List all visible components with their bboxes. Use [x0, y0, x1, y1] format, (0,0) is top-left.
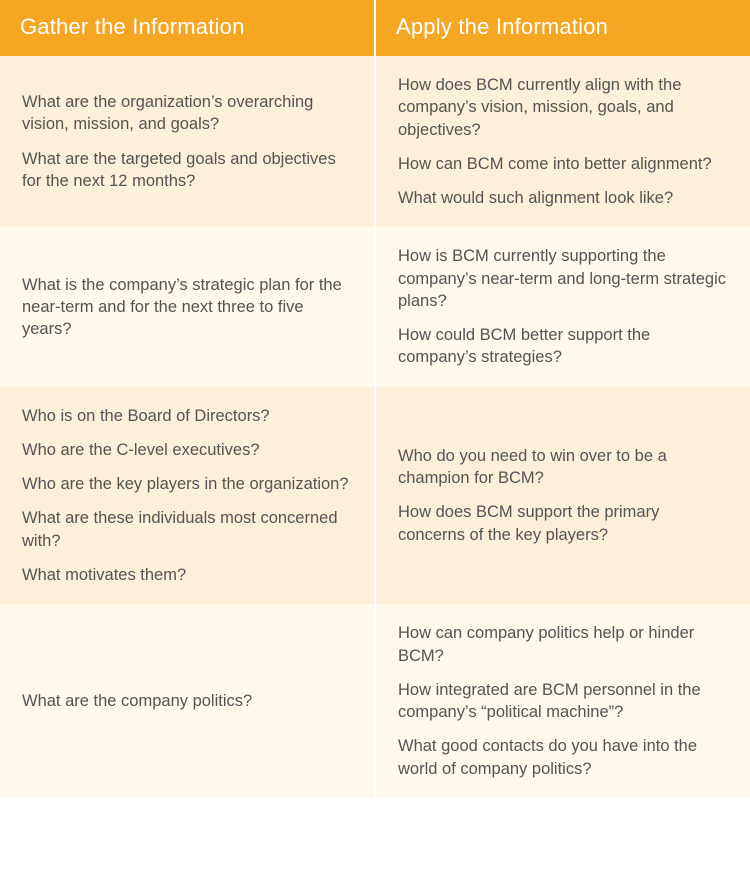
cell-apply: How does BCM currently align with the co…	[375, 56, 750, 227]
question-text: How integrated are BCM personnel in the …	[398, 679, 728, 724]
cell-gather: Who is on the Board of Directors? Who ar…	[0, 387, 375, 605]
table-row: What are the organization’s overarching …	[0, 56, 750, 227]
question-text: What are the targeted goals and objectiv…	[22, 148, 352, 193]
cell-gather: What is the company’s strategic plan for…	[0, 227, 375, 386]
question-text: What are the company politics?	[22, 690, 352, 712]
table-row: What are the company politics? How can c…	[0, 604, 750, 798]
cell-gather: What are the organization’s overarching …	[0, 56, 375, 227]
question-text: What are these individuals most concerne…	[22, 507, 352, 552]
question-text: How can BCM come into better alignment?	[398, 153, 728, 175]
question-text: How does BCM currently align with the co…	[398, 74, 728, 141]
question-text: How can company politics help or hinder …	[398, 622, 728, 667]
cell-apply: Who do you need to win over to be a cham…	[375, 387, 750, 605]
question-text: How is BCM currently supporting the comp…	[398, 245, 728, 312]
cell-gather: What are the company politics?	[0, 604, 375, 798]
question-text: Who are the C-level executives?	[22, 439, 352, 461]
cell-apply: How can company politics help or hinder …	[375, 604, 750, 798]
question-text: What good contacts do you have into the …	[398, 735, 728, 780]
info-table: Gather the Information Apply the Informa…	[0, 0, 750, 798]
question-text: Who are the key players in the organizat…	[22, 473, 352, 495]
question-text: What would such alignment look like?	[398, 187, 728, 209]
table-row: Who is on the Board of Directors? Who ar…	[0, 387, 750, 605]
cell-apply: How is BCM currently supporting the comp…	[375, 227, 750, 386]
question-text: How does BCM support the primary concern…	[398, 501, 728, 546]
question-text: Who is on the Board of Directors?	[22, 405, 352, 427]
col-header-apply: Apply the Information	[375, 0, 750, 56]
question-text: What are the organization’s overarching …	[22, 91, 352, 136]
table-header-row: Gather the Information Apply the Informa…	[0, 0, 750, 56]
question-text: What motivates them?	[22, 564, 352, 586]
question-text: How could BCM better support the company…	[398, 324, 728, 369]
question-text: Who do you need to win over to be a cham…	[398, 445, 728, 490]
table-row: What is the company’s strategic plan for…	[0, 227, 750, 386]
col-header-gather: Gather the Information	[0, 0, 375, 56]
question-text: What is the company’s strategic plan for…	[22, 274, 352, 341]
